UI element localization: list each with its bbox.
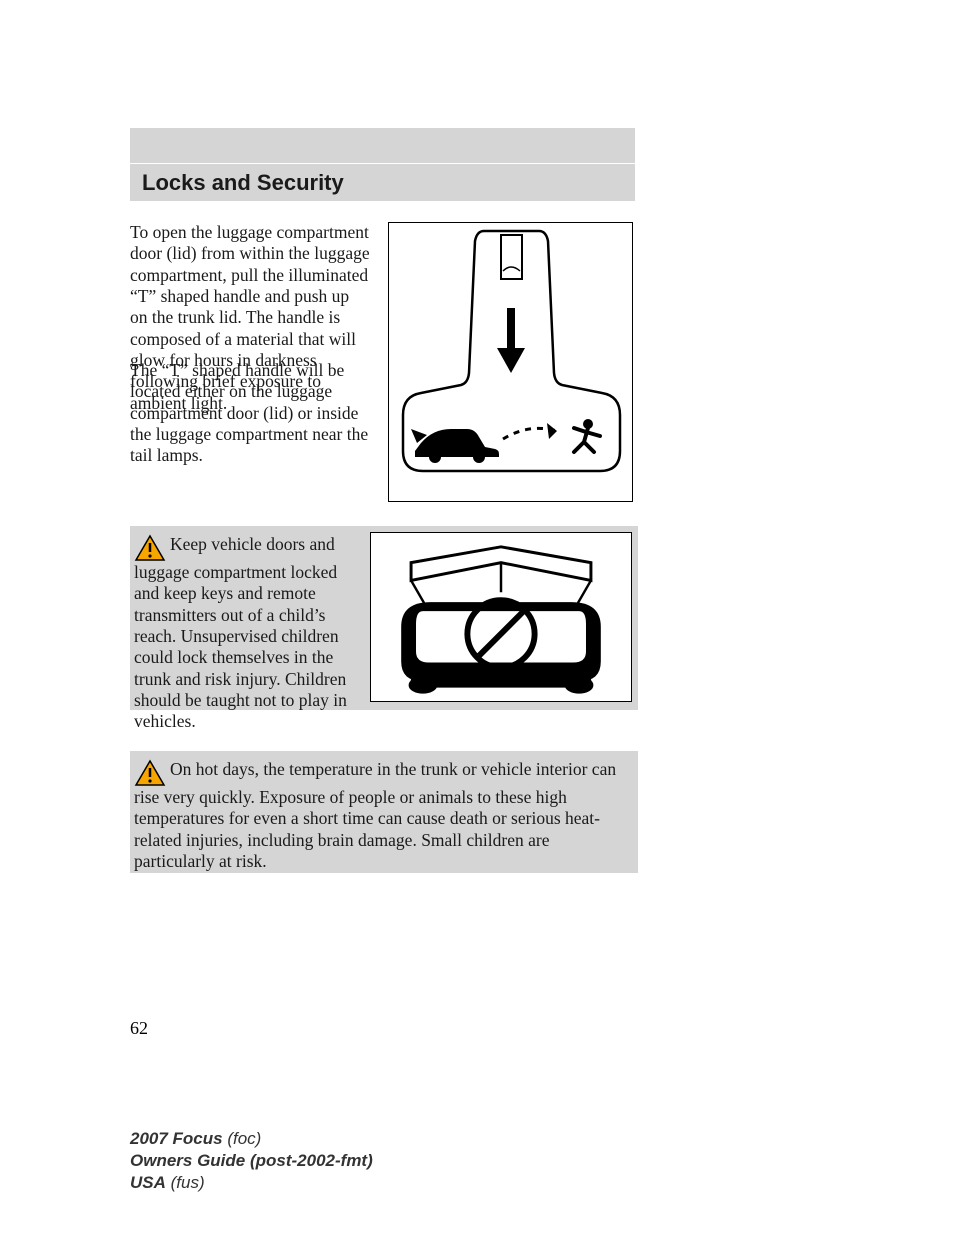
footer-line-3: USA (fus): [130, 1172, 373, 1194]
footer-model-code: (foc): [227, 1129, 261, 1148]
warning-icon: [134, 534, 166, 562]
figure-trunk-prohibit: [370, 532, 632, 702]
warning-box-2: On hot days, the temperature in the trun…: [130, 751, 638, 873]
figure-t-handle: [388, 222, 633, 502]
warning-2-content: On hot days, the temperature in the trun…: [134, 759, 628, 872]
page-number: 62: [130, 1018, 148, 1039]
footer-region: USA: [130, 1173, 166, 1192]
t-handle-svg: [389, 223, 634, 503]
trunk-prohibit-svg: [371, 533, 631, 701]
warning-2-text: On hot days, the temperature in the trun…: [134, 759, 616, 871]
footer-guide: Owners Guide (post-2002-fmt): [130, 1151, 373, 1170]
warning-1-content: Keep vehicle doors and luggage compartme…: [134, 534, 362, 733]
header-top-band: [130, 128, 635, 163]
footer-region-code: (fus): [171, 1173, 205, 1192]
section-header: Locks and Security: [130, 163, 635, 201]
footer-line-1: 2007 Focus (foc): [130, 1128, 373, 1150]
footer-model: 2007 Focus: [130, 1129, 223, 1148]
warning-1-text: Keep vehicle doors and luggage compartme…: [134, 534, 347, 731]
warning-box-1: Keep vehicle doors and luggage compartme…: [130, 526, 638, 710]
manual-page: Locks and Security To open the luggage c…: [0, 0, 954, 1235]
section-title: Locks and Security: [142, 170, 344, 196]
paragraph-2: The “T” shaped handle will be located ei…: [130, 360, 370, 467]
footer-line-2: Owners Guide (post-2002-fmt): [130, 1150, 373, 1172]
warning-icon: [134, 759, 166, 787]
footer: 2007 Focus (foc) Owners Guide (post-2002…: [130, 1128, 373, 1194]
